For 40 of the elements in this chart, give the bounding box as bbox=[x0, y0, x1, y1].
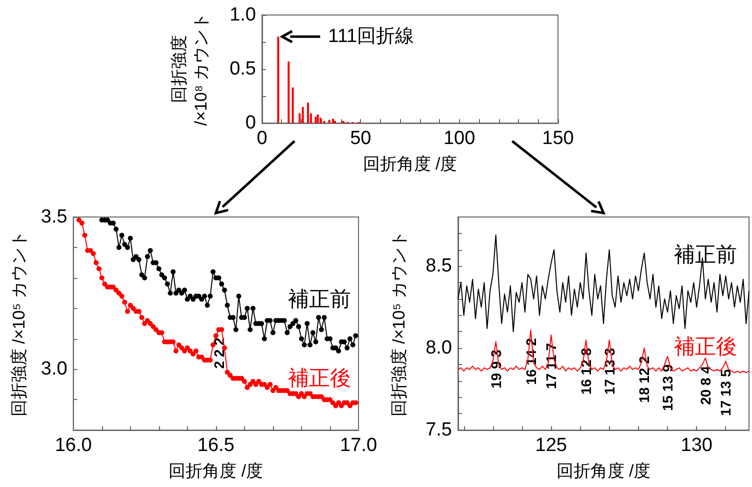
y-tick-label: 7.5 bbox=[426, 420, 452, 441]
series-label: 補正前 bbox=[288, 288, 351, 312]
x-tick-label: 16.5 bbox=[197, 435, 234, 456]
annotation: 111回折線 bbox=[328, 26, 414, 48]
bar bbox=[277, 36, 280, 124]
annotation: 17 13 5 bbox=[718, 369, 734, 416]
y-tick-label: 3.5 bbox=[40, 206, 68, 228]
bar bbox=[288, 61, 290, 124]
y-tick-label: 0.5 bbox=[230, 58, 256, 80]
y-tick-label: 1.0 bbox=[230, 4, 256, 26]
bar bbox=[332, 118, 334, 124]
y-tick-label: 8.5 bbox=[426, 256, 452, 277]
y-axis-title: 回折強度 /×10⁵ カウント bbox=[10, 230, 28, 417]
bar bbox=[323, 120, 326, 124]
x-axis-title: 回折角度 /度 bbox=[362, 154, 458, 174]
x-tick-label: 130 bbox=[680, 435, 712, 456]
x-tick-label: 16.0 bbox=[54, 435, 92, 456]
x-tick-label: 125 bbox=[535, 435, 567, 456]
x-axis-title: 回折角度 /度 bbox=[168, 462, 264, 480]
bar bbox=[292, 87, 294, 124]
bar bbox=[328, 120, 330, 124]
y-axis-title: 回折強度 /×10⁸ カウント bbox=[170, 12, 210, 126]
x-tick-label: 17.0 bbox=[340, 435, 378, 456]
bar bbox=[314, 116, 317, 124]
x-tick-label: 100 bbox=[443, 128, 476, 150]
bar bbox=[316, 114, 319, 124]
line-series bbox=[458, 234, 750, 332]
bar bbox=[334, 120, 336, 124]
y-tick-label: 8.0 bbox=[426, 338, 452, 359]
x-tick-label: 50 bbox=[350, 128, 372, 150]
series-label: 補正後 bbox=[674, 336, 737, 359]
bar bbox=[302, 106, 304, 124]
x-axis-title: 回折角度 /度 bbox=[556, 462, 651, 480]
series-label: 補正後 bbox=[288, 367, 351, 390]
series-label: 補正前 bbox=[674, 243, 737, 266]
y-axis-title: 回折強度 /×10⁵ カウント bbox=[390, 230, 408, 417]
bar bbox=[306, 102, 309, 124]
y-tick-label: 3.0 bbox=[40, 358, 68, 380]
y-tick-label: 0 bbox=[245, 112, 256, 134]
x-tick-label: 150 bbox=[542, 128, 574, 150]
